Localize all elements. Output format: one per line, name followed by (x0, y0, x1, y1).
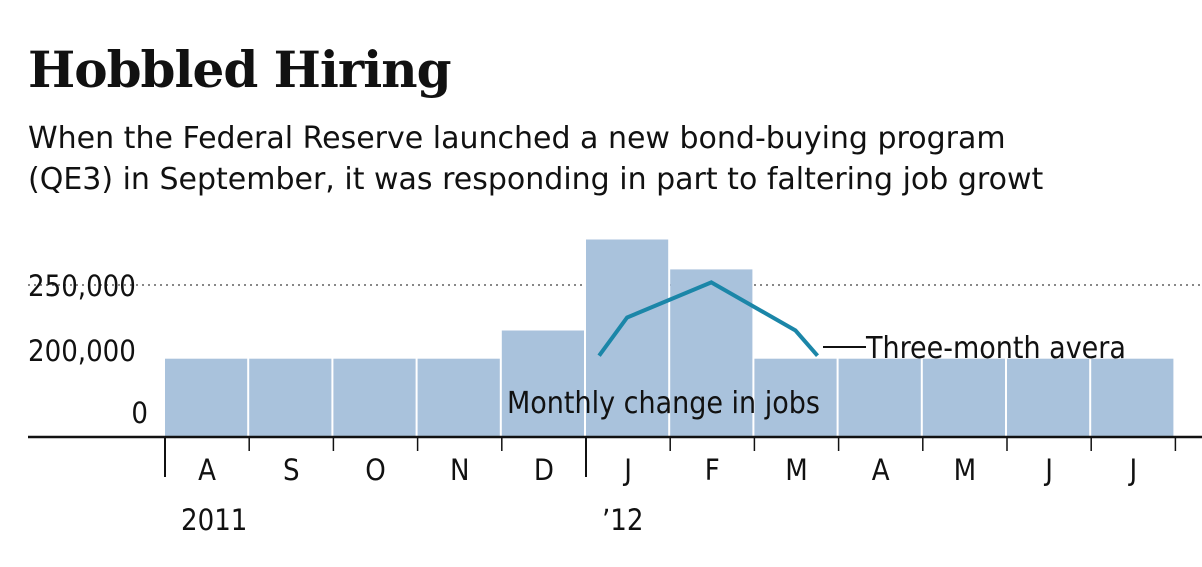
bar-10 (1007, 358, 1090, 437)
line-series-label: Three-month avera (865, 331, 1126, 366)
x-tick-label-11: J (1127, 453, 1137, 487)
x-tick-label-10: J (1043, 453, 1053, 487)
bar-5 (586, 239, 669, 437)
x-tick-label-2: O (365, 453, 386, 487)
x-tick-label-6: F (705, 453, 720, 487)
y-tick-label-0: 250,000 (28, 269, 136, 303)
x-tick-label-3: N (450, 453, 470, 487)
x-tick-label-8: A (872, 453, 890, 487)
bar-2 (333, 358, 416, 437)
subtitle-line-2: (QE3) in September, it was responding in… (28, 162, 1044, 197)
bar-0 (165, 358, 248, 437)
bar-8 (838, 358, 921, 437)
bar-7 (754, 358, 837, 437)
bar-11 (1091, 358, 1174, 437)
x-tick-label-9: M (954, 453, 977, 487)
bar-4 (501, 330, 584, 437)
chart-title: Hobbled Hiring (28, 40, 452, 99)
three-month-average-line (597, 280, 820, 358)
chart-subtitle: When the Federal Reserve launched a new … (28, 118, 1043, 200)
y-tick-label-1: 200,000 (28, 334, 136, 368)
x-tick-label-0: A (198, 453, 216, 487)
year-label-1: ’12 (602, 503, 643, 537)
x-tick-label-4: D (534, 453, 554, 487)
bar-9 (922, 358, 1005, 437)
bar-1 (249, 358, 332, 437)
y-tick-label-2: 0 (131, 396, 148, 430)
bar-series-label: Monthly change in jobs (507, 386, 820, 421)
subtitle-line-1: When the Federal Reserve launched a new … (28, 121, 1006, 156)
bar-3 (417, 358, 500, 437)
x-tick-label-1: S (283, 453, 300, 487)
x-tick-label-7: M (785, 453, 808, 487)
year-label-0: 2011 (181, 503, 247, 537)
x-tick-label-5: J (622, 453, 632, 487)
